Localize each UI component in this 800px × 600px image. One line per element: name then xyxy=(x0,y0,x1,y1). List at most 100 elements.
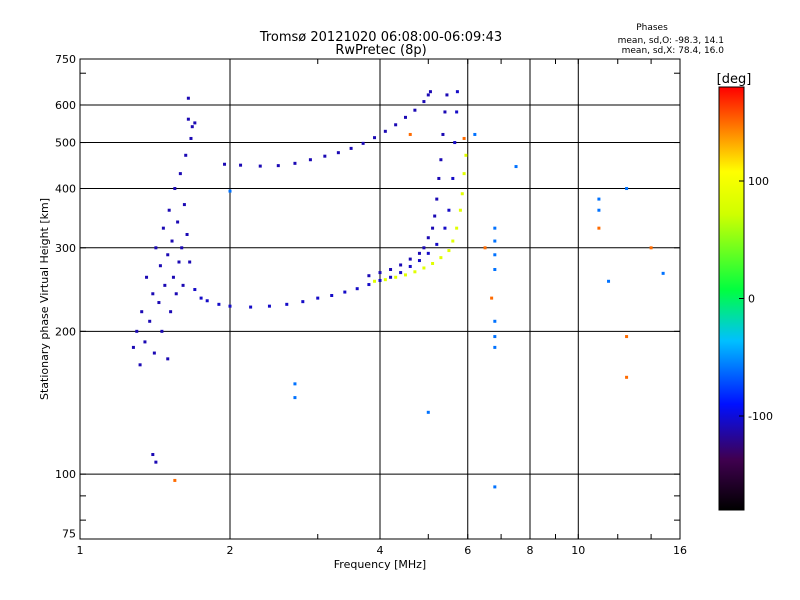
echo-point xyxy=(181,283,185,287)
echo-point xyxy=(301,300,305,304)
phases-stats-x: mean, sd,X: 78.4, 16.0 xyxy=(622,46,725,56)
y-tick-label: 300 xyxy=(55,242,76,255)
gridlines xyxy=(80,59,680,539)
phases-heading: Phases xyxy=(636,23,668,33)
echo-point xyxy=(649,246,653,250)
echo-point xyxy=(383,129,387,133)
echo-point xyxy=(422,266,426,270)
x-tick-label: 16 xyxy=(673,544,687,557)
echo-point xyxy=(460,192,464,196)
echo-point xyxy=(378,278,382,282)
echo-point xyxy=(431,226,435,230)
echo-point xyxy=(426,410,430,414)
echo-point xyxy=(473,132,477,136)
echo-point xyxy=(171,275,175,279)
echo-point xyxy=(408,257,412,261)
echo-point xyxy=(389,275,393,279)
echo-point xyxy=(439,256,443,260)
echo-point xyxy=(462,172,466,176)
y-tick-label: 600 xyxy=(55,99,76,112)
echo-point xyxy=(138,363,142,367)
echo-point xyxy=(330,293,334,297)
echo-point xyxy=(186,96,190,100)
echo-point xyxy=(435,242,439,246)
colorbar-ticks: 100 0 -100 xyxy=(739,175,773,423)
echo-point xyxy=(323,154,327,158)
echo-point xyxy=(293,396,297,400)
echo-point xyxy=(143,340,147,344)
echo-point xyxy=(458,208,462,212)
y-axis-label: Stationary phase Virtual Height [km] xyxy=(38,198,51,400)
echo-point xyxy=(151,292,155,296)
echo-point xyxy=(166,357,170,361)
echo-point xyxy=(293,382,297,386)
echo-point xyxy=(166,253,170,257)
echo-point xyxy=(437,176,441,180)
echo-point xyxy=(154,246,158,250)
echo-point xyxy=(367,283,371,287)
echo-point xyxy=(145,275,149,279)
echo-point xyxy=(597,226,601,230)
echo-point xyxy=(493,268,497,272)
echo-point xyxy=(431,261,435,265)
echo-point xyxy=(184,153,188,157)
echo-point xyxy=(661,271,665,275)
echo-point xyxy=(170,239,174,243)
echo-point xyxy=(316,296,320,300)
echo-point xyxy=(173,478,177,482)
echo-point xyxy=(176,220,180,224)
echo-point xyxy=(441,132,445,136)
echo-point xyxy=(625,335,629,339)
echo-point xyxy=(140,310,144,314)
x-tick-label: 2 xyxy=(227,544,234,557)
echo-point xyxy=(464,153,468,157)
echo-point xyxy=(422,100,426,104)
echo-point xyxy=(408,132,412,136)
echo-point xyxy=(625,375,629,379)
x-tick-label: 4 xyxy=(377,544,384,557)
echo-point xyxy=(493,226,497,230)
echo-point xyxy=(223,162,227,166)
echo-point xyxy=(493,319,497,323)
echo-point xyxy=(267,304,271,308)
echo-point xyxy=(131,345,135,349)
phases-stats-o: mean, sd,O: -98.3, 14.1 xyxy=(618,36,724,46)
echo-point xyxy=(399,271,403,275)
echo-point xyxy=(493,345,497,349)
echo-point xyxy=(453,141,457,145)
echo-point xyxy=(180,246,184,250)
echo-point xyxy=(190,125,194,129)
y-tick-label: 500 xyxy=(55,137,76,150)
echo-point xyxy=(228,304,232,308)
echo-point xyxy=(249,305,253,309)
y-tick-label: 75 xyxy=(62,527,76,540)
echo-point xyxy=(135,329,139,333)
echo-point xyxy=(625,187,629,191)
x-tick-labels: 1 2 4 6 8 10 16 xyxy=(77,544,688,557)
echo-point xyxy=(426,236,430,240)
echo-point xyxy=(349,146,353,150)
echo-points xyxy=(131,90,665,489)
echo-point xyxy=(394,275,398,279)
echo-point xyxy=(428,90,432,94)
echo-point xyxy=(493,485,497,489)
echo-point xyxy=(417,259,421,263)
echo-point xyxy=(597,208,601,212)
echo-point xyxy=(367,274,371,278)
echo-point xyxy=(451,239,455,243)
echo-point xyxy=(148,319,152,323)
chart-subtitle: RwPretec (8p) xyxy=(335,43,426,58)
echo-point xyxy=(182,203,186,207)
echo-point xyxy=(439,158,443,162)
echo-point xyxy=(157,301,161,305)
y-tick-labels: 75 100 200 300 400 500 600 750 xyxy=(55,53,76,540)
echo-point xyxy=(185,232,189,236)
echo-point xyxy=(163,283,167,287)
colorbar-tick-label: 0 xyxy=(748,293,755,306)
echo-point xyxy=(455,110,459,114)
echo-point xyxy=(174,292,178,296)
echo-point xyxy=(167,208,171,212)
echo-point xyxy=(355,287,359,291)
y-tick-label: 750 xyxy=(55,53,76,66)
